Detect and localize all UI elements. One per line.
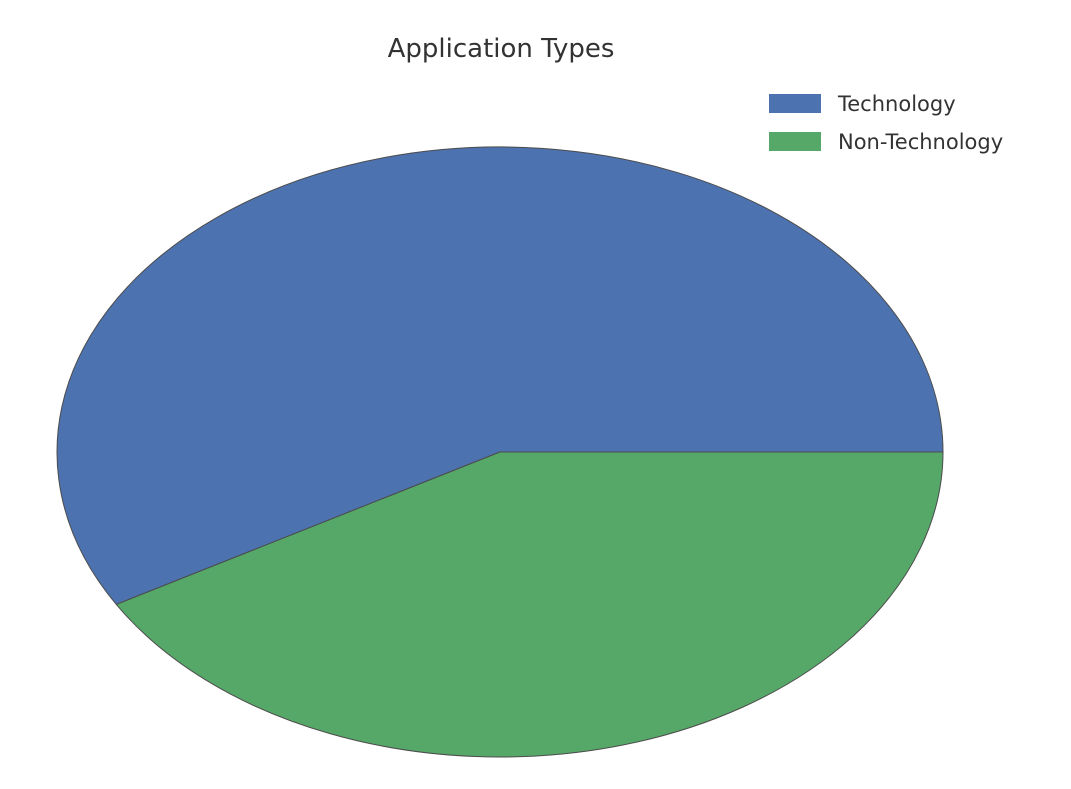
legend: Technology Non-Technology bbox=[769, 92, 1003, 154]
pie-slices bbox=[56, 146, 944, 758]
chart-title: Application Types bbox=[388, 34, 615, 64]
pie-slice-technology bbox=[56, 146, 944, 605]
legend-item-technology: Technology bbox=[769, 92, 956, 116]
pie-slice-non-technology bbox=[115, 451, 944, 758]
legend-swatch-non-technology bbox=[769, 132, 821, 151]
legend-swatch-technology bbox=[769, 94, 821, 113]
legend-item-non-technology: Non-Technology bbox=[769, 130, 1003, 154]
legend-label-technology: Technology bbox=[837, 92, 956, 116]
legend-label-non-technology: Non-Technology bbox=[838, 130, 1003, 154]
